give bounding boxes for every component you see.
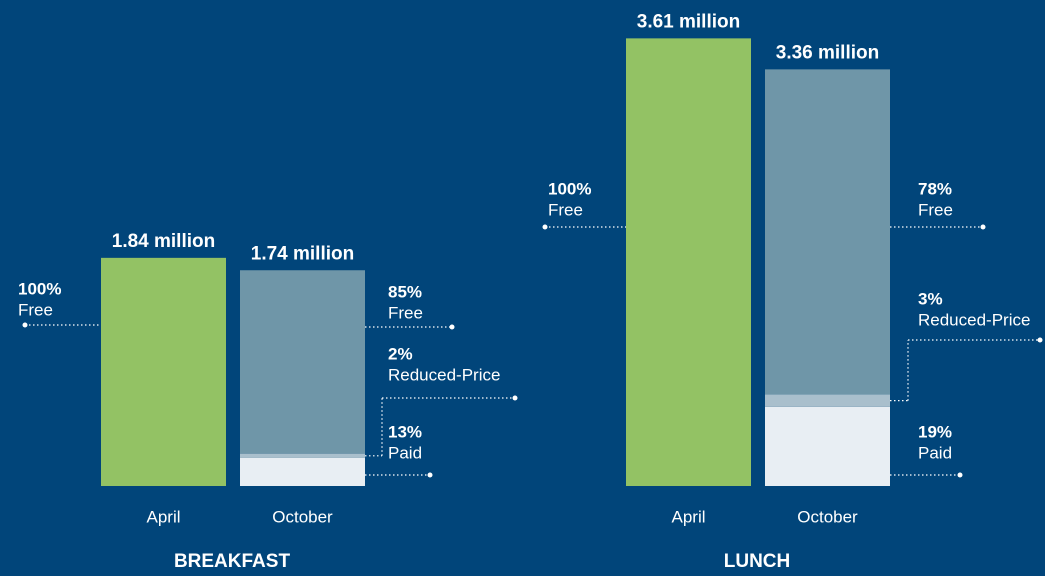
- x-tick-label: April: [671, 507, 705, 526]
- leader-dot: [1037, 337, 1043, 343]
- segment-value-label: 13%: [388, 422, 422, 441]
- bar-segment: [240, 453, 365, 458]
- segment-value-label: 19%: [918, 422, 952, 441]
- total-label: 1.74 million: [251, 243, 354, 264]
- x-tick-label: April: [146, 507, 180, 526]
- total-label: 1.84 million: [112, 231, 215, 252]
- segment-value-label: 85%: [388, 282, 422, 301]
- x-tick-label: October: [272, 507, 333, 526]
- bar-segment: [240, 270, 365, 454]
- x-tick-label: October: [797, 507, 858, 526]
- segment-name-label: Paid: [388, 443, 422, 462]
- leader-dot: [449, 324, 455, 330]
- bar-segment: [765, 406, 890, 486]
- segment-value-label: 100%: [548, 179, 591, 198]
- leader-dot: [22, 322, 28, 328]
- bar-segment: [101, 257, 226, 486]
- bar-segment: [765, 69, 890, 395]
- leader-dot: [427, 472, 433, 478]
- leader-dot: [512, 395, 518, 401]
- segment-value-label: 100%: [18, 279, 61, 298]
- segment-value-label: 2%: [388, 344, 413, 363]
- total-label: 3.36 million: [776, 42, 879, 63]
- total-label: 3.61 million: [637, 11, 740, 32]
- leader-dot: [980, 224, 986, 230]
- segment-value-label: 78%: [918, 179, 952, 198]
- segment-name-label: Free: [548, 200, 583, 219]
- chart-title: LUNCH: [724, 551, 791, 572]
- segment-name-label: Reduced-Price: [388, 365, 500, 384]
- segment-name-label: Reduced-Price: [918, 310, 1030, 329]
- segment-value-label: 3%: [918, 289, 943, 308]
- segment-name-label: Free: [18, 300, 53, 319]
- segment-name-label: Free: [388, 303, 423, 322]
- leader-dot: [542, 224, 548, 230]
- segment-name-label: Paid: [918, 443, 952, 462]
- leader-dot: [957, 472, 963, 478]
- bar-segment: [626, 38, 751, 487]
- segment-name-label: Free: [918, 200, 953, 219]
- bar-segment: [240, 457, 365, 486]
- chart-title: BREAKFAST: [174, 551, 291, 572]
- bar-segment: [765, 394, 890, 407]
